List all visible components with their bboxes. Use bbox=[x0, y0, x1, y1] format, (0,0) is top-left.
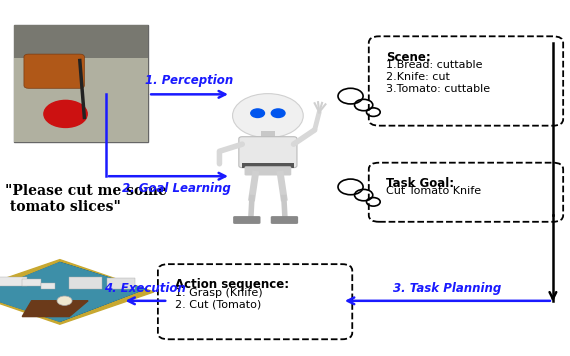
FancyBboxPatch shape bbox=[369, 36, 563, 126]
Circle shape bbox=[233, 94, 303, 138]
Text: Action sequence:: Action sequence: bbox=[175, 278, 289, 292]
FancyBboxPatch shape bbox=[239, 137, 297, 168]
Circle shape bbox=[271, 109, 285, 117]
FancyBboxPatch shape bbox=[233, 216, 260, 224]
Polygon shape bbox=[41, 263, 145, 321]
Text: 1.Bread: cuttable: 1.Bread: cuttable bbox=[386, 60, 482, 70]
FancyBboxPatch shape bbox=[107, 278, 135, 289]
FancyBboxPatch shape bbox=[245, 166, 291, 176]
FancyBboxPatch shape bbox=[14, 25, 148, 142]
Text: Scene:: Scene: bbox=[386, 51, 431, 64]
FancyBboxPatch shape bbox=[41, 283, 55, 289]
Polygon shape bbox=[22, 301, 88, 316]
FancyBboxPatch shape bbox=[369, 163, 563, 222]
FancyBboxPatch shape bbox=[70, 277, 102, 289]
FancyBboxPatch shape bbox=[22, 279, 41, 286]
FancyBboxPatch shape bbox=[24, 54, 84, 88]
FancyBboxPatch shape bbox=[271, 216, 298, 224]
FancyBboxPatch shape bbox=[14, 58, 148, 142]
FancyBboxPatch shape bbox=[0, 277, 27, 286]
Polygon shape bbox=[0, 260, 154, 324]
Text: 2.Knife: cut: 2.Knife: cut bbox=[386, 72, 450, 82]
Text: 3. Task Planning: 3. Task Planning bbox=[393, 282, 502, 295]
FancyBboxPatch shape bbox=[242, 163, 294, 168]
Text: Cut Tomato Knife: Cut Tomato Knife bbox=[386, 186, 481, 196]
Text: 2. Cut (Tomato): 2. Cut (Tomato) bbox=[175, 300, 261, 310]
Text: Task Goal:: Task Goal: bbox=[386, 177, 454, 190]
FancyBboxPatch shape bbox=[14, 25, 148, 58]
Circle shape bbox=[44, 100, 87, 127]
Text: 2. Goal Learning: 2. Goal Learning bbox=[123, 182, 231, 195]
Polygon shape bbox=[0, 263, 145, 321]
Polygon shape bbox=[0, 263, 145, 321]
FancyBboxPatch shape bbox=[261, 131, 275, 140]
Text: "Please cut me some
 tomato slices": "Please cut me some tomato slices" bbox=[5, 184, 166, 214]
Text: 1. Grasp (Knife): 1. Grasp (Knife) bbox=[175, 288, 263, 298]
Text: 4. Execution: 4. Execution bbox=[104, 282, 186, 295]
Text: 3.Tomato: cuttable: 3.Tomato: cuttable bbox=[386, 84, 490, 94]
Circle shape bbox=[57, 296, 72, 305]
FancyBboxPatch shape bbox=[158, 264, 352, 339]
Text: 1. Perception: 1. Perception bbox=[145, 74, 233, 87]
Circle shape bbox=[251, 109, 264, 117]
